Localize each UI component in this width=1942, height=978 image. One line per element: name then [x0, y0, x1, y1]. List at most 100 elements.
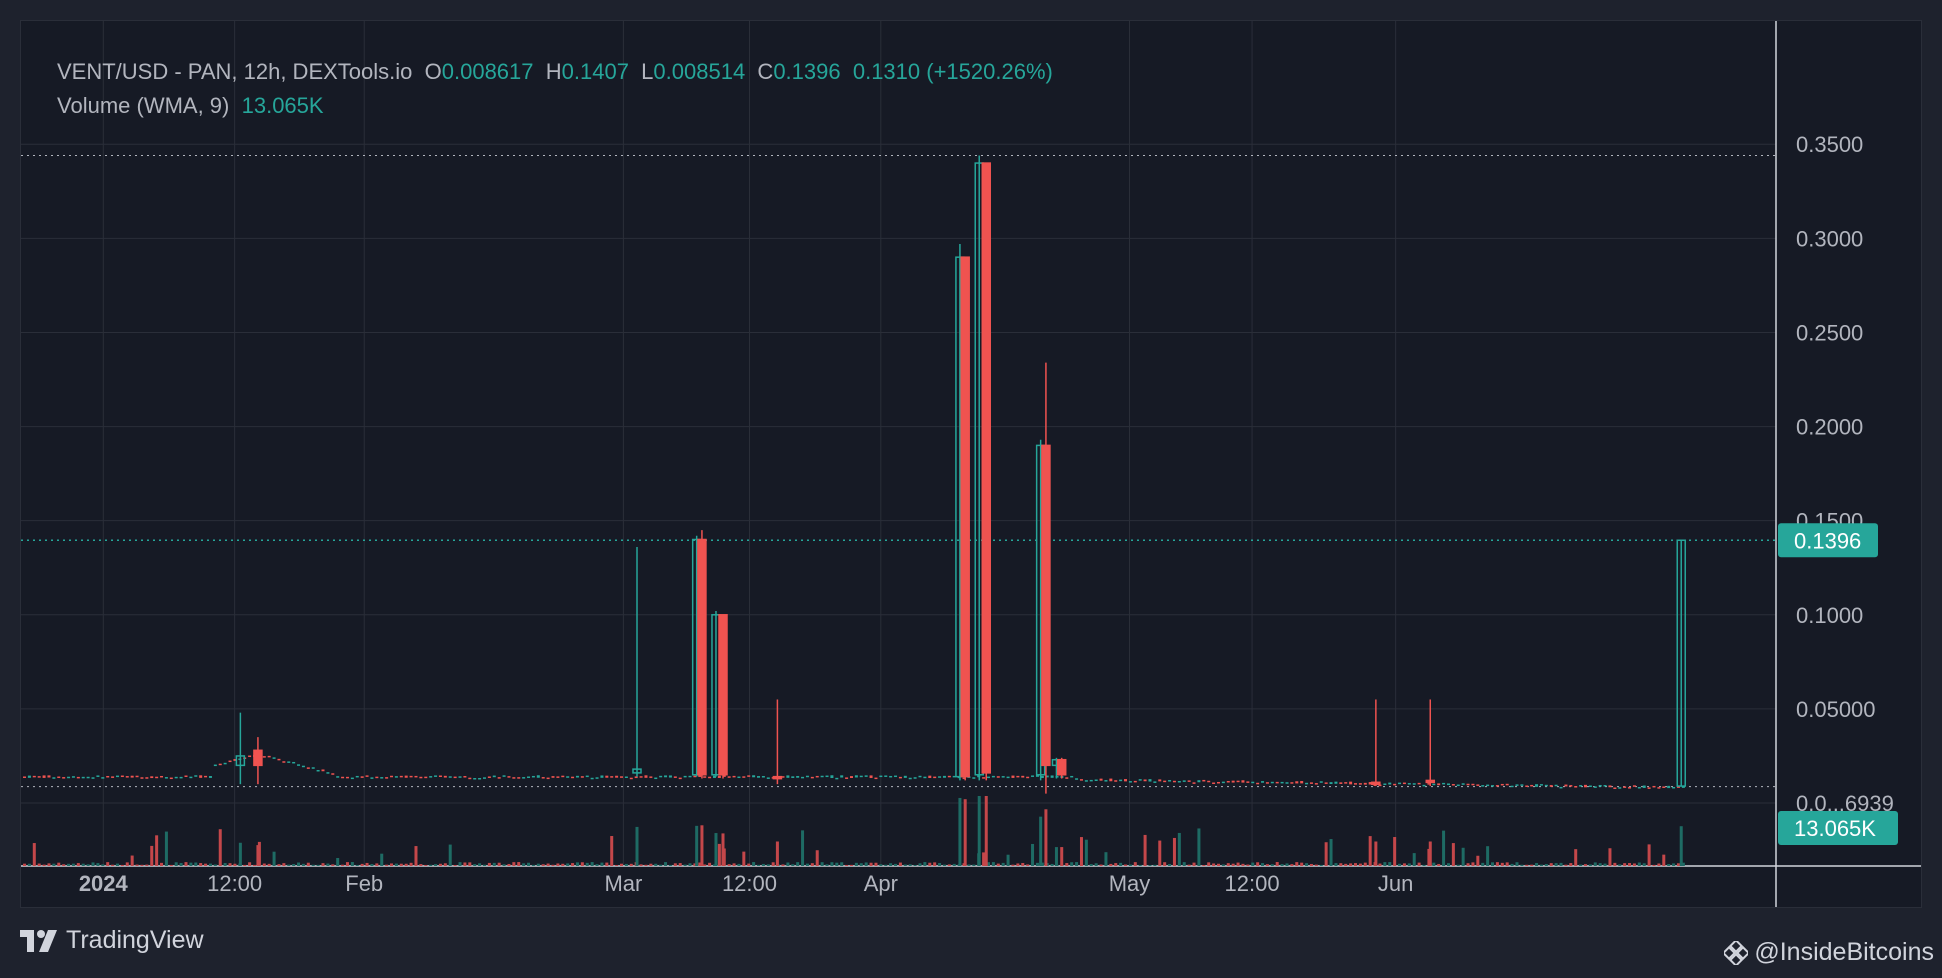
volume-bar — [1021, 863, 1025, 866]
volume-bar — [375, 863, 379, 866]
volume-bar — [390, 863, 394, 866]
candle — [1226, 780, 1230, 783]
candle — [1417, 782, 1421, 785]
candle — [1300, 781, 1304, 784]
volume-bar — [1466, 863, 1470, 866]
volume-bar — [150, 845, 154, 866]
volume-bar — [942, 864, 946, 866]
volume-bar — [1035, 862, 1039, 866]
volume-bar — [448, 844, 452, 866]
candle — [331, 773, 335, 775]
candle — [86, 776, 90, 779]
y-tick-label: 0.3500 — [1796, 132, 1863, 157]
volume-bar — [1158, 840, 1162, 866]
volume-bar — [345, 862, 349, 866]
candle — [218, 763, 222, 766]
high-value: 0.1407 — [561, 59, 629, 84]
candle — [1207, 780, 1211, 783]
volume-bar — [1407, 863, 1411, 866]
candle — [840, 775, 844, 778]
x-tick-label: Jun — [1378, 871, 1413, 896]
volume-bar — [140, 864, 144, 866]
x-tick-label: 2024 — [79, 871, 129, 896]
candle — [1001, 776, 1005, 778]
candle — [580, 776, 584, 778]
volume-bar — [1109, 863, 1113, 866]
candle — [884, 775, 888, 777]
tradingview-logo[interactable]: TradingView — [20, 926, 204, 955]
volume-bar — [1402, 863, 1406, 866]
candle — [57, 776, 61, 779]
volume-bar — [610, 836, 614, 866]
volume-bar — [869, 862, 873, 866]
candle — [1481, 785, 1485, 787]
volume-bar — [996, 863, 1000, 866]
candle — [1491, 785, 1495, 787]
candle — [497, 777, 501, 779]
candle — [1016, 775, 1020, 778]
volume-bar — [194, 862, 198, 866]
volume-bar — [52, 863, 56, 866]
candle — [419, 776, 423, 779]
candle — [1148, 779, 1152, 782]
volume-bar — [1241, 863, 1245, 866]
volume-bar — [71, 863, 75, 866]
tradingview-icon — [20, 929, 57, 952]
volume-bar — [884, 864, 888, 866]
volume-bar — [67, 863, 71, 866]
volume-bar — [1060, 847, 1064, 866]
candle — [1041, 444, 1051, 767]
volume-bar — [326, 863, 330, 866]
candle — [796, 775, 800, 778]
volume-bar — [1471, 862, 1475, 866]
candle — [235, 755, 246, 767]
volume-bar — [810, 863, 814, 866]
candle — [585, 775, 589, 778]
volume-bar — [267, 863, 271, 866]
low-label: L — [641, 59, 654, 84]
volume-bar — [184, 862, 188, 866]
volume-bar — [898, 862, 902, 866]
volume-badge — [1778, 811, 1898, 845]
volume-bar — [693, 863, 697, 866]
candle — [375, 776, 379, 779]
volume-bar — [208, 863, 212, 866]
candle — [160, 775, 164, 778]
candle — [1373, 784, 1377, 786]
candle — [1598, 784, 1602, 787]
candle — [380, 777, 384, 779]
volume-bar — [341, 864, 345, 866]
volume-bar — [889, 863, 893, 866]
candle — [106, 775, 110, 778]
volume-bar — [380, 853, 384, 866]
volume-bar — [1114, 863, 1118, 866]
volume-bar — [1549, 863, 1553, 866]
candle — [448, 776, 452, 778]
volume-bar — [737, 863, 741, 866]
candle — [1613, 787, 1617, 789]
candle — [345, 776, 349, 779]
volume-bar — [37, 863, 41, 866]
volume-bar — [830, 862, 834, 866]
volume-bar — [174, 862, 178, 866]
volume-bar — [1461, 847, 1465, 866]
volume-bar — [556, 863, 560, 866]
volume-bar — [1398, 863, 1402, 866]
volume-bar — [700, 825, 704, 866]
candle — [1056, 758, 1067, 776]
volume-bar — [1657, 863, 1661, 866]
volume-bar — [714, 833, 718, 866]
candle — [708, 776, 712, 779]
volume-bar — [96, 863, 100, 866]
candle — [854, 775, 858, 778]
volume-bar — [130, 855, 134, 866]
volume-bar — [1603, 863, 1607, 866]
volume-bar — [659, 864, 663, 866]
y-tick-label: 0.2500 — [1796, 320, 1863, 345]
price-chart[interactable]: 0.35000.30000.25000.20000.15000.10000.05… — [21, 21, 1921, 907]
candle — [1662, 786, 1666, 788]
volume-bar — [482, 864, 486, 866]
candle — [947, 775, 951, 778]
volume-bar — [1374, 841, 1378, 866]
candle — [1495, 785, 1499, 787]
